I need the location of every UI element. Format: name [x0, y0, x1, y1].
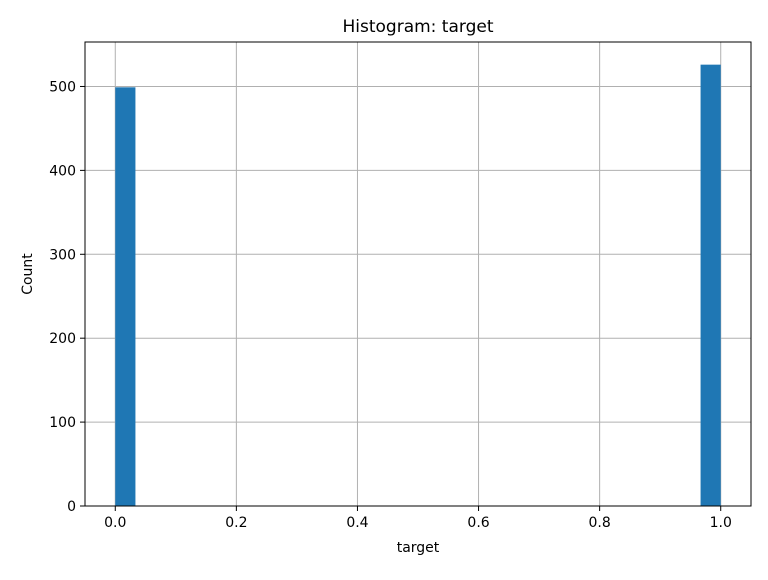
- ticks-layer: 0.0 0.2 0.4 0.6 0.8 1.0 0 100 200 300 400 500: [49, 79, 732, 531]
- x-tick-label-5: 1.0: [710, 515, 732, 531]
- x-axis-label: target: [397, 540, 440, 556]
- x-tick-label-0: 0.0: [104, 515, 126, 531]
- x-tick-label-1: 0.2: [225, 515, 247, 531]
- y-tick-label-4: 400: [49, 163, 76, 179]
- y-tick-label-5: 500: [49, 79, 76, 95]
- y-tick-label-0: 0: [67, 499, 76, 515]
- y-tick-label-2: 200: [49, 331, 76, 347]
- bars-layer: [115, 64, 721, 507]
- x-tick-label-2: 0.4: [346, 515, 368, 531]
- histogram-bar-1: [700, 64, 721, 507]
- y-tick-label-1: 100: [49, 415, 76, 431]
- plot-frame: [84, 41, 752, 507]
- y-axis-label: Count: [20, 253, 36, 295]
- x-tick-label-3: 0.6: [467, 515, 489, 531]
- histogram-bar-0: [115, 87, 136, 507]
- y-tick-label-3: 300: [49, 247, 76, 263]
- x-tick-label-4: 0.8: [589, 515, 611, 531]
- grid-layer: [85, 42, 751, 507]
- chart-title: Histogram: target: [342, 17, 493, 37]
